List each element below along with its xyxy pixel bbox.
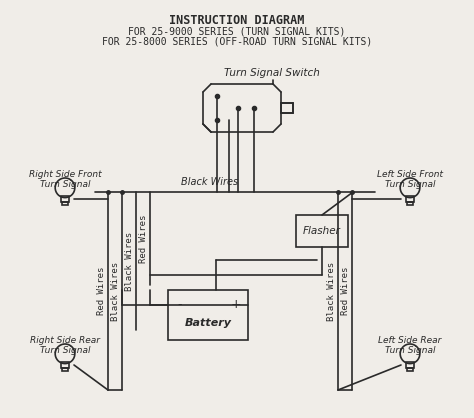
Text: Red Wires: Red Wires xyxy=(341,267,350,315)
Text: Battery: Battery xyxy=(184,318,231,327)
Text: FOR 25-9000 SERIES (TURN SIGNAL KITS): FOR 25-9000 SERIES (TURN SIGNAL KITS) xyxy=(128,26,346,36)
Text: Right Side Rear
Turn Signal: Right Side Rear Turn Signal xyxy=(30,336,100,355)
Text: Black Wires: Black Wires xyxy=(182,177,238,187)
Text: INSTRUCTION DIAGRAM: INSTRUCTION DIAGRAM xyxy=(169,14,305,27)
Text: Turn Signal Switch: Turn Signal Switch xyxy=(224,68,320,78)
Text: Red Wires: Red Wires xyxy=(98,267,107,315)
Text: Black Wires: Black Wires xyxy=(111,261,120,321)
Bar xyxy=(61,196,69,202)
Bar xyxy=(406,196,414,202)
Text: +: + xyxy=(231,298,241,311)
Bar xyxy=(62,368,68,371)
Bar xyxy=(407,368,413,371)
Text: Black Wires: Black Wires xyxy=(126,232,135,291)
Text: -: - xyxy=(178,298,182,311)
Text: Flasher: Flasher xyxy=(303,226,341,236)
Bar xyxy=(168,290,248,340)
Text: Right Side Front
Turn Signal: Right Side Front Turn Signal xyxy=(29,170,101,189)
Bar xyxy=(62,202,68,204)
Text: Left Side Front
Turn Signal: Left Side Front Turn Signal xyxy=(377,170,443,189)
Bar xyxy=(296,215,348,247)
Text: Red Wires: Red Wires xyxy=(139,214,148,263)
Bar xyxy=(61,362,69,368)
Bar xyxy=(281,103,293,113)
Text: FOR 25-8000 SERIES (OFF-ROAD TURN SIGNAL KITS): FOR 25-8000 SERIES (OFF-ROAD TURN SIGNAL… xyxy=(102,37,372,47)
Text: Left Side Rear
Turn Signal: Left Side Rear Turn Signal xyxy=(378,336,442,355)
Text: Black Wires: Black Wires xyxy=(328,261,337,321)
Bar xyxy=(406,362,414,368)
Bar xyxy=(407,202,413,204)
